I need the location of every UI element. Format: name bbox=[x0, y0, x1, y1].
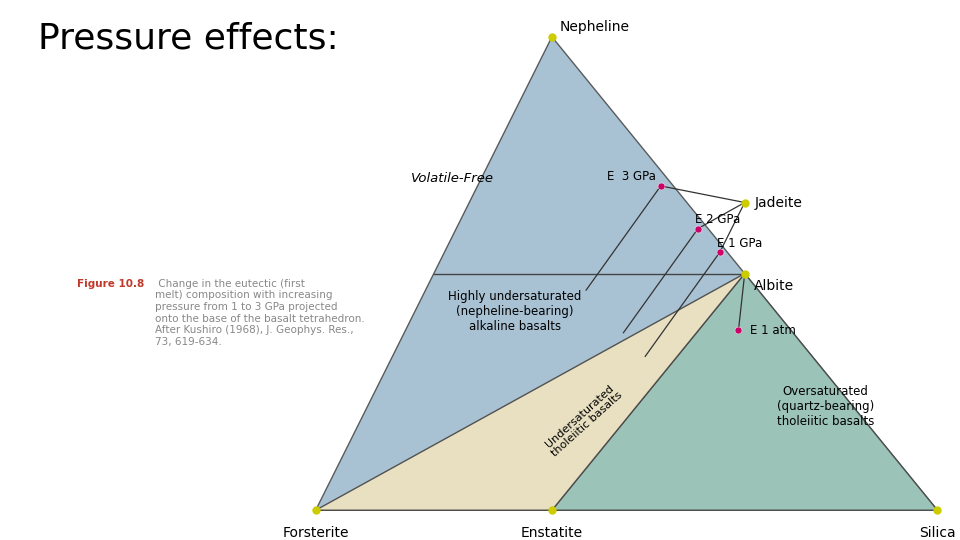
Text: Silica: Silica bbox=[919, 526, 956, 540]
Text: Albite: Albite bbox=[755, 279, 794, 293]
Text: Jadeite: Jadeite bbox=[755, 195, 803, 210]
Text: Change in the eutectic (first
melt) composition with increasing
pressure from 1 : Change in the eutectic (first melt) comp… bbox=[155, 279, 365, 347]
Text: Volatile-Free: Volatile-Free bbox=[411, 172, 494, 185]
Polygon shape bbox=[316, 37, 937, 510]
Text: Nepheline: Nepheline bbox=[560, 20, 630, 34]
Text: Forsterite: Forsterite bbox=[282, 526, 348, 540]
Text: E  3 GPa: E 3 GPa bbox=[607, 170, 656, 183]
Polygon shape bbox=[552, 274, 937, 510]
Text: Pressure effects:: Pressure effects: bbox=[38, 21, 339, 55]
Text: Highly undersaturated
(nepheline-bearing)
alkaline basalts: Highly undersaturated (nepheline-bearing… bbox=[448, 290, 582, 333]
Text: Enstatite: Enstatite bbox=[521, 526, 583, 540]
Text: Oversaturated
(quartz-bearing)
tholeiitic basalts: Oversaturated (quartz-bearing) tholeiiti… bbox=[777, 384, 875, 428]
Text: Undersaturated
tholeiitic basalts: Undersaturated tholeiitic basalts bbox=[541, 382, 624, 459]
Text: E 1 atm: E 1 atm bbox=[750, 324, 796, 337]
Text: Figure 10.8: Figure 10.8 bbox=[77, 279, 144, 289]
Polygon shape bbox=[316, 274, 745, 510]
Text: E 2 GPa: E 2 GPa bbox=[695, 213, 740, 226]
Text: E 1 GPa: E 1 GPa bbox=[717, 237, 762, 249]
